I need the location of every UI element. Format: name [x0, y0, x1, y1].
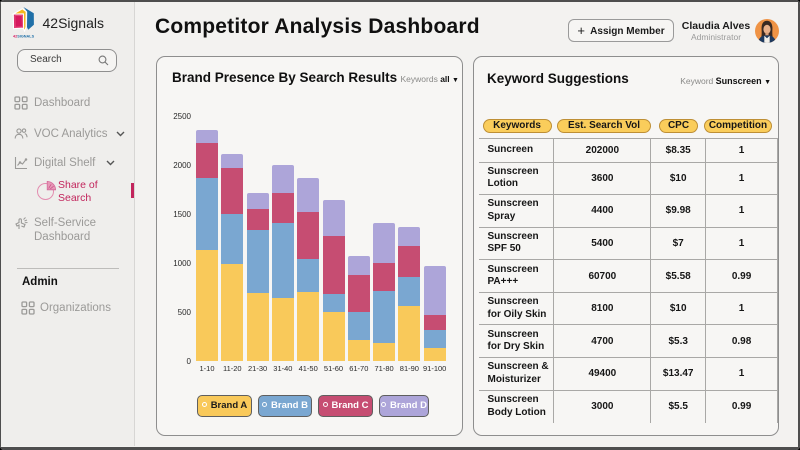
svg-text:42SIGNALS: 42SIGNALS [13, 35, 35, 39]
